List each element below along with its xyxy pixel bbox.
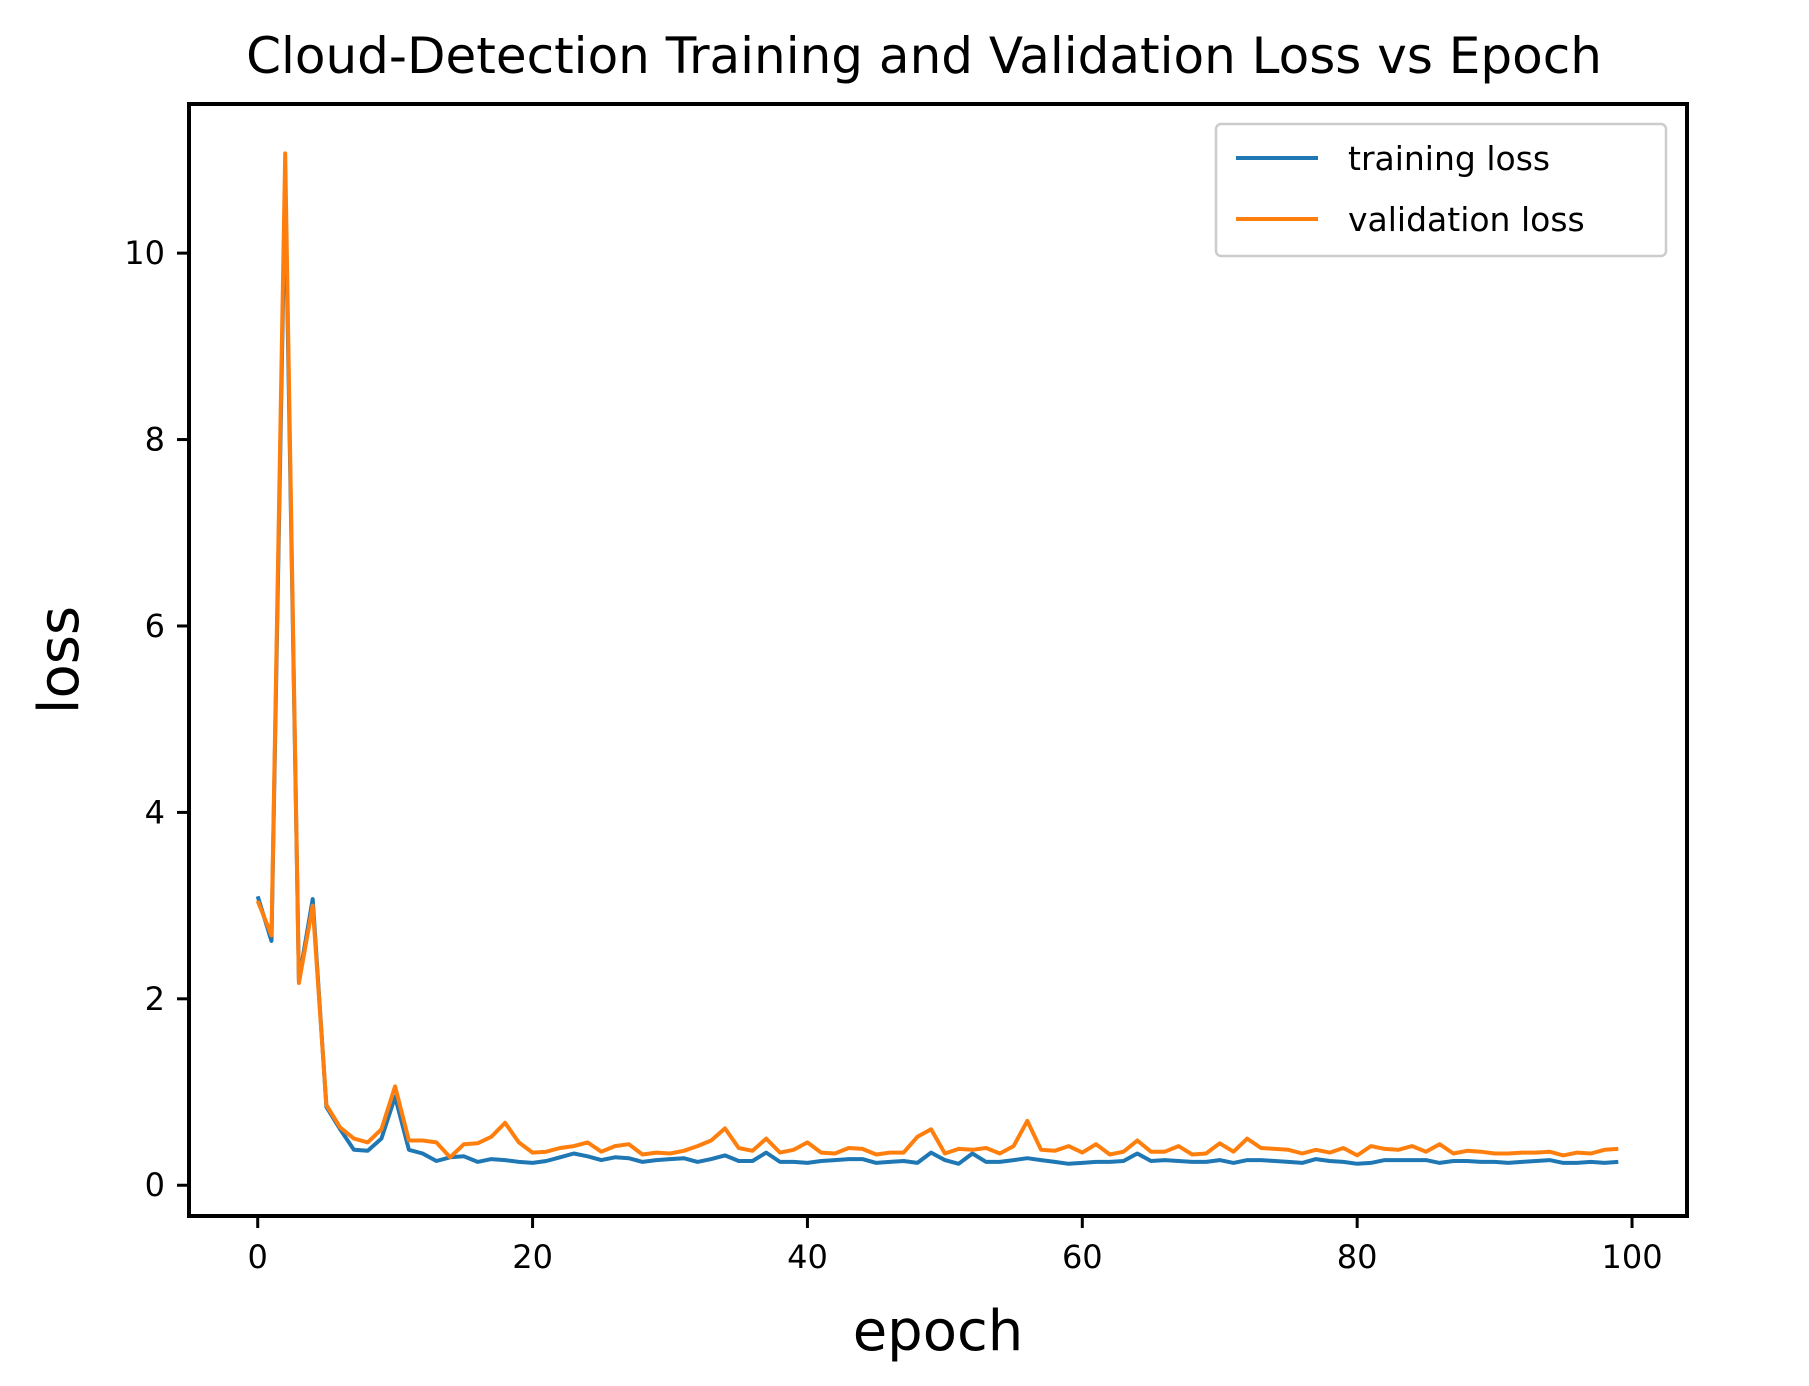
series-line-validation-loss	[255, 151, 1619, 1160]
y-tick-label: 0	[145, 1166, 165, 1204]
legend-label-validation-loss: validation loss	[1348, 200, 1585, 239]
legend-box	[1214, 122, 1668, 258]
legend-label-training-loss: training loss	[1348, 139, 1550, 178]
x-axis-ticks: 0 20 40 60 80 100	[248, 1216, 1663, 1276]
y-tick-label: 2	[145, 980, 165, 1018]
plot-area-frame	[187, 102, 1689, 1218]
x-tick-label: 80	[1337, 1238, 1378, 1276]
y-tick-label: 8	[145, 421, 165, 459]
x-tick-label: 100	[1601, 1238, 1662, 1276]
y-tick-label: 6	[145, 607, 165, 645]
y-axis-ticks: 0 2 4 6 8 10	[124, 234, 189, 1204]
legend: training loss validation loss	[1214, 122, 1668, 258]
y-tick-label: 4	[145, 793, 165, 831]
x-tick-label: 20	[512, 1238, 553, 1276]
y-axis-label: loss	[27, 606, 92, 714]
y-tick-label: 10	[124, 234, 165, 272]
x-tick-label: 0	[248, 1238, 268, 1276]
series-line-training-loss	[255, 176, 1619, 1166]
chart-title: Cloud-Detection Training and Validation …	[246, 27, 1602, 85]
x-axis-label: epoch	[853, 1299, 1024, 1364]
x-tick-label: 60	[1062, 1238, 1103, 1276]
plot-lines	[255, 151, 1619, 1166]
x-tick-label: 40	[787, 1238, 828, 1276]
